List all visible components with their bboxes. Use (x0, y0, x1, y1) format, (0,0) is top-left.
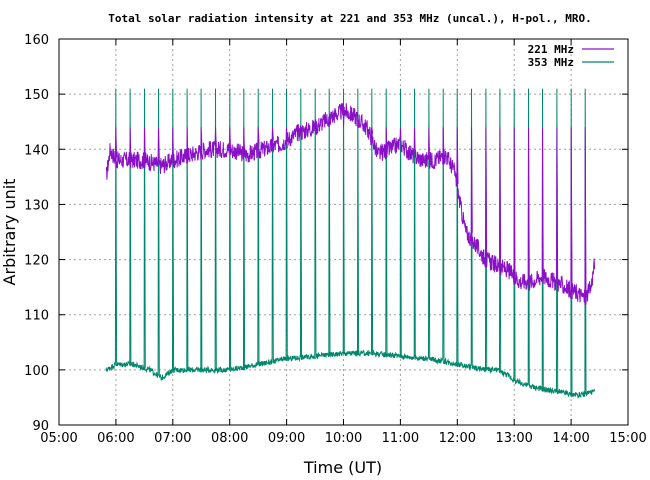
y-tick-label: 160 (24, 33, 49, 48)
y-tick-label: 120 (24, 254, 49, 269)
x-tick-label: 06:00 (97, 431, 134, 446)
x-tick-label: 13:00 (495, 431, 532, 446)
x-tick-label: 10:00 (325, 431, 362, 446)
plot-area (105, 88, 596, 399)
x-axis-label: Time (UT) (303, 458, 382, 477)
y-tick-label: 140 (24, 143, 49, 158)
x-tick-label: 08:00 (211, 431, 248, 446)
x-tick-label: 12:00 (439, 431, 476, 446)
series-line (105, 102, 596, 305)
legend-label: 353 MHz (528, 56, 574, 69)
y-axis-label: Arbitrary unit (0, 179, 19, 286)
x-tick-label: 07:00 (154, 431, 191, 446)
x-tick-label: 09:00 (268, 431, 305, 446)
y-tick-label: 110 (24, 309, 49, 324)
x-tick-label: 14:00 (552, 431, 589, 446)
chart-title: Total solar radiation intensity at 221 a… (108, 12, 591, 25)
y-tick-label: 150 (24, 88, 49, 103)
x-tick-label: 15:00 (609, 431, 646, 446)
legend-label: 221 MHz (528, 43, 574, 56)
axes: 90 100 110 120 130 140 150 160 05:00 06:00 07:00 08… (24, 33, 647, 446)
x-tick-label: 11:00 (382, 431, 419, 446)
y-tick-label: 130 (24, 198, 49, 213)
series-line (105, 88, 596, 399)
x-tick-label: 05:00 (40, 431, 77, 446)
y-tick-label: 100 (24, 364, 49, 379)
y-tick-label: 90 (32, 419, 49, 434)
